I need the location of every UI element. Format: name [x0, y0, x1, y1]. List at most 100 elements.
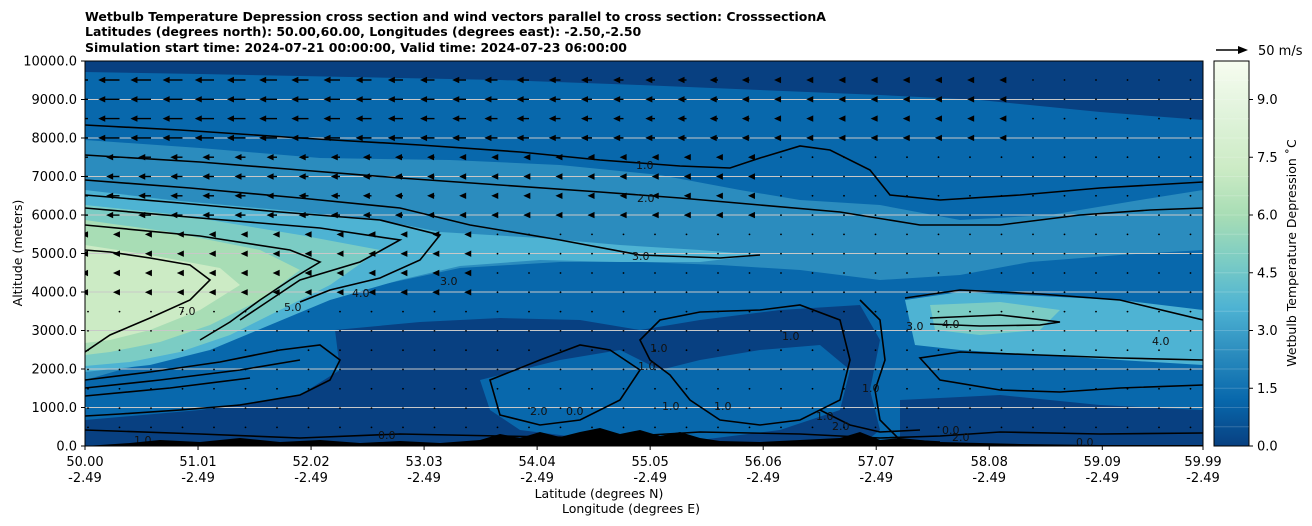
- wind-vector-dot: [654, 407, 656, 409]
- wind-vector-head: [464, 289, 472, 296]
- wind-vector-head: [112, 250, 120, 257]
- wind-vector-head: [98, 96, 106, 103]
- wind-vector-head: [683, 192, 691, 199]
- wind-vector-dot: [496, 252, 499, 255]
- wind-vector-dot: [213, 310, 215, 313]
- wind-vector-dot: [969, 194, 971, 197]
- wind-vector-head: [741, 134, 749, 142]
- wind-vector-dot: [181, 426, 184, 429]
- wind-vector-dot: [118, 330, 121, 332]
- wind-vector-head: [587, 173, 595, 180]
- wind-vector-dot: [622, 252, 625, 255]
- wind-vector-head: [432, 269, 440, 277]
- wind-vector-dot: [559, 426, 562, 429]
- wind-vector-dot: [1158, 233, 1160, 236]
- wind-vector-dot: [1000, 214, 1003, 217]
- wind-vector-dot: [685, 407, 688, 409]
- wind-vector-head: [266, 173, 274, 180]
- wind-vector-dot: [937, 310, 940, 313]
- wind-vector-dot: [811, 252, 814, 255]
- wind-vector-dot: [811, 233, 814, 236]
- wind-vector-dot: [528, 368, 530, 371]
- wind-vector-dot: [685, 387, 688, 390]
- wind-vector-dot: [811, 368, 814, 371]
- wind-vector-dot: [969, 214, 971, 217]
- wind-vector-dot: [1000, 291, 1003, 294]
- wind-vector-dot: [874, 175, 877, 178]
- wind-vector-dot: [1158, 194, 1160, 197]
- wind-vector-head: [162, 115, 170, 122]
- wind-vector-dot: [937, 272, 940, 274]
- wind-vector-dot: [1000, 252, 1003, 255]
- wind-vector-dot: [937, 214, 940, 217]
- wind-vector-head: [709, 96, 717, 103]
- wind-vector-head: [323, 134, 331, 142]
- wind-vector-head: [902, 76, 910, 84]
- wind-vector-head: [144, 289, 152, 296]
- wind-vector-dot: [1000, 330, 1003, 332]
- wind-vectors: [74, 76, 1192, 429]
- wind-vector-dot: [717, 349, 719, 352]
- wind-vector-dot: [87, 330, 89, 332]
- wind-vector-dot: [937, 291, 940, 294]
- wind-vector-dot: [1158, 214, 1160, 217]
- wind-vector-dot: [874, 387, 877, 390]
- wind-vector-head: [516, 115, 524, 122]
- wind-vector-dot: [780, 214, 782, 217]
- wind-vector-head: [452, 96, 460, 103]
- wind-vector-dot: [402, 368, 404, 371]
- wind-vector-head: [130, 115, 138, 122]
- wind-vector-head: [272, 269, 280, 277]
- wind-vector-dot: [685, 252, 688, 255]
- wind-vector-dot: [1095, 426, 1097, 429]
- x-tick-label-lon: -2.49: [407, 471, 441, 486]
- wind-vector-head: [651, 192, 659, 199]
- wind-vector-dot: [1095, 98, 1097, 101]
- wind-vector-dot: [1158, 387, 1160, 390]
- wind-vector-dot: [1032, 194, 1034, 197]
- wind-vector-head: [902, 134, 910, 142]
- wind-vector-dot: [276, 368, 278, 371]
- wind-vector-head: [387, 115, 395, 122]
- wind-key-arrow-head: [1238, 46, 1248, 54]
- wind-vector-head: [934, 96, 942, 103]
- colorbar-ticks: 0.0 1.5 3.0 4.5 6.0 7.5 9.0: [1249, 93, 1278, 455]
- wind-vector-dot: [654, 387, 656, 390]
- wind-vector-dot: [244, 407, 247, 409]
- contour-lines: [85, 124, 1203, 443]
- wind-vector-dot: [591, 272, 593, 274]
- wind-vector-head: [619, 154, 627, 161]
- wind-vector-head: [619, 173, 627, 180]
- wind-vector-dot: [685, 349, 688, 352]
- wind-vector-dot: [874, 252, 877, 255]
- wind-vector-head: [587, 192, 595, 199]
- wind-vector-dot: [937, 156, 940, 159]
- wind-vector-dot: [1126, 387, 1129, 390]
- wind-vector-dot: [559, 387, 562, 390]
- wind-vector-dot: [1000, 407, 1003, 409]
- wind-vector-dot: [244, 349, 247, 352]
- wind-vector-head: [176, 269, 184, 277]
- wind-vector-dot: [906, 407, 908, 409]
- wind-vector-head: [645, 115, 653, 122]
- wind-vector-dot: [307, 407, 310, 409]
- wind-vector-dot: [780, 310, 782, 313]
- wind-vector-dot: [433, 310, 436, 313]
- wind-vector-dot: [1063, 137, 1066, 139]
- wind-vector-head: [427, 154, 435, 161]
- wind-vector-dot: [402, 349, 404, 352]
- wind-vector-dot: [276, 349, 278, 352]
- wind-vector-head: [291, 96, 299, 103]
- wind-vector-head: [291, 134, 299, 142]
- wind-vector-dot: [780, 175, 782, 178]
- wind-vector-head: [162, 76, 170, 84]
- wind-vector-head: [194, 134, 202, 142]
- wind-vector-head: [491, 154, 499, 161]
- wind-vector-head: [74, 193, 81, 199]
- wind-vector-dot: [1095, 349, 1097, 352]
- wind-vector-dot: [276, 310, 278, 313]
- wind-vector-dot: [1032, 330, 1034, 332]
- contour-label-4-far-right: 4.0: [1152, 335, 1170, 348]
- wind-vector-dot: [402, 310, 404, 313]
- wind-vector-dot: [1095, 387, 1097, 390]
